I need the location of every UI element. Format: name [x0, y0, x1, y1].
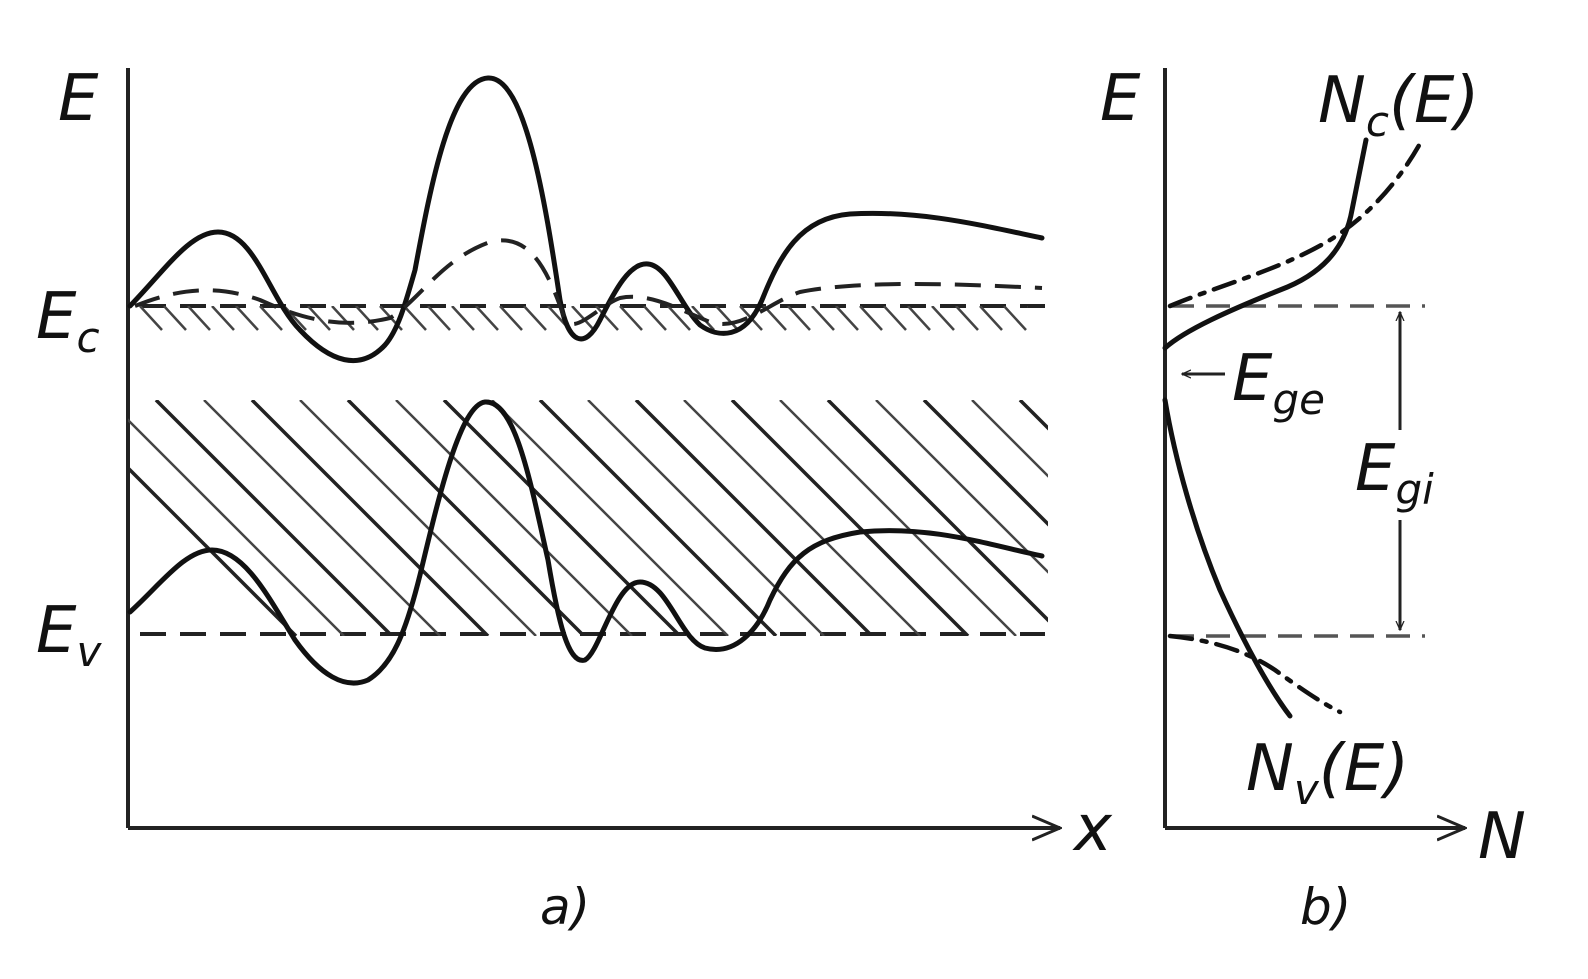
- conduction-hatch-line: [907, 306, 931, 331]
- nc-density-dashdot: [1167, 137, 1425, 309]
- valence-hatch-line: [730, 400, 970, 636]
- valence-hatch-line: [442, 400, 682, 636]
- panel-a-y-axis-label: E: [58, 62, 99, 136]
- nc-label: Nc(E): [1318, 64, 1479, 146]
- conduction-hatch-line: [259, 306, 283, 331]
- conduction-hatch-line: [643, 306, 667, 331]
- valence-hatch-line: [128, 418, 345, 636]
- conduction-hatch-line: [667, 306, 691, 331]
- valence-hatch-line: [538, 400, 778, 636]
- panel-b-x-axis-label: N: [1478, 800, 1526, 874]
- panel-b-caption: b): [1300, 878, 1351, 936]
- valence-hatch-line: [683, 400, 921, 636]
- conduction-hatch-line: [787, 306, 811, 331]
- conduction-hatch-line: [859, 306, 883, 331]
- conduction-hatch-line: [571, 306, 595, 331]
- nv-density-dashdot: [1167, 633, 1343, 715]
- valence-hatch-line: [1068, 400, 1304, 636]
- conduction-hatch-line: [811, 306, 835, 331]
- conduction-band-fluctuation-dashed: [134, 238, 1043, 327]
- panel-b-y-axis-label: E: [1100, 62, 1141, 136]
- valence-hatch-line: [922, 400, 1048, 527]
- conduction-hatch-line: [979, 306, 1003, 331]
- conduction-band-edge-label: Ec: [36, 280, 100, 362]
- panel-a-x-axis-label: x: [1072, 792, 1113, 866]
- conduction-hatch-line: [163, 306, 187, 331]
- valence-hatch-line: [1018, 400, 1048, 431]
- valence-hatch-line: [491, 400, 729, 636]
- conduction-hatch-line: [1076, 306, 1098, 330]
- valence-hatch-line: [128, 465, 298, 636]
- valence-hatch-line: [250, 400, 490, 636]
- valence-band-fluctuation-solid: [127, 399, 1045, 686]
- conduction-hatch-line: [931, 306, 955, 331]
- valence-hatch-line: [826, 400, 1048, 623]
- conduction-hatch-line: [883, 306, 907, 331]
- ege-label: Ege: [1232, 342, 1325, 424]
- conduction-hatch-line: [283, 306, 307, 331]
- valence-band-edge-label: Ev: [36, 594, 102, 676]
- valence-hatch-line: [971, 400, 1048, 478]
- conduction-hatch-line: [1027, 306, 1028, 308]
- conduction-hatch-line: [835, 306, 859, 331]
- conduction-hatch-line: [235, 306, 259, 331]
- valence-hatch-line: [395, 400, 633, 636]
- conduction-hatch-line: [211, 306, 235, 331]
- conduction-hatch-line: [475, 306, 499, 331]
- nv-density-solid: [1162, 397, 1293, 719]
- valence-hatch-line: [587, 400, 825, 636]
- egi-label: Egi: [1355, 432, 1434, 514]
- conduction-hatch-line: [1052, 306, 1074, 330]
- valence-hatch-line: [875, 400, 1048, 574]
- valence-hatch-line: [299, 400, 537, 636]
- conduction-hatch-line: [355, 306, 379, 331]
- conduction-hatch-line: [139, 306, 163, 331]
- valence-hatch-line: [1116, 400, 1352, 636]
- conduction-hatch-line: [715, 306, 739, 331]
- conduction-hatch-line: [187, 306, 211, 331]
- valence-hatch-line: [203, 400, 441, 636]
- panel-b: E N Ege Egi Nc(E) Nv(E): [1100, 62, 1526, 874]
- conduction-hatch-line: [427, 306, 451, 331]
- nc-density-solid: [1162, 137, 1369, 351]
- panel-a-caption: a): [540, 878, 590, 936]
- valence-hatch-line: [779, 400, 1017, 636]
- conduction-hatch-line: [307, 306, 331, 331]
- conduction-band-fluctuation-solid: [127, 75, 1045, 363]
- nv-label: Nv(E): [1246, 732, 1409, 814]
- valence-hatch-line: [346, 400, 586, 636]
- valence-hatch-line: [634, 400, 874, 636]
- conduction-hatch-line: [451, 306, 475, 331]
- panel-a: E x Ec Ev: [36, 62, 1352, 866]
- conduction-hatch-line: [1003, 306, 1027, 331]
- conduction-hatch-line: [523, 306, 547, 331]
- valence-band-hatch: [128, 400, 1352, 636]
- conduction-hatch-line: [403, 306, 427, 331]
- conduction-hatch-line: [619, 306, 643, 331]
- valence-hatch-line: [154, 400, 394, 636]
- conduction-hatch-line: [595, 306, 619, 331]
- conduction-hatch-line: [331, 306, 355, 331]
- conduction-hatch-line: [955, 306, 979, 331]
- conduction-hatch-line: [499, 306, 523, 331]
